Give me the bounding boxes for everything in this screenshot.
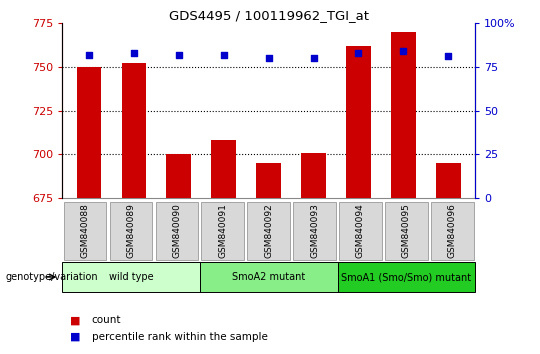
Text: GSM840089: GSM840089 — [126, 204, 136, 258]
Point — [219, 52, 228, 57]
Bar — [436, 163, 461, 198]
Text: genotype/variation: genotype/variation — [5, 272, 98, 282]
Text: GSM840092: GSM840092 — [264, 204, 273, 258]
Text: ■: ■ — [70, 315, 80, 325]
Text: GSM840090: GSM840090 — [172, 204, 181, 258]
Point — [399, 48, 408, 54]
Text: GSM840096: GSM840096 — [448, 204, 457, 258]
Point — [265, 55, 273, 61]
Text: wild type: wild type — [109, 272, 153, 282]
Point — [130, 50, 138, 56]
Text: SmoA1 (Smo/Smo) mutant: SmoA1 (Smo/Smo) mutant — [341, 272, 471, 282]
Point — [174, 52, 183, 57]
Bar — [122, 63, 146, 198]
Bar — [211, 141, 236, 198]
Bar — [301, 153, 326, 198]
Point — [354, 50, 363, 56]
Title: GDS4495 / 100119962_TGI_at: GDS4495 / 100119962_TGI_at — [168, 9, 369, 22]
Bar — [77, 67, 102, 198]
Text: count: count — [92, 315, 122, 325]
Text: GSM840093: GSM840093 — [310, 204, 319, 258]
Text: ■: ■ — [70, 332, 80, 342]
Text: percentile rank within the sample: percentile rank within the sample — [92, 332, 268, 342]
Text: GSM840095: GSM840095 — [402, 204, 411, 258]
Point — [444, 53, 453, 59]
Bar — [256, 163, 281, 198]
Bar — [391, 32, 416, 198]
Point — [309, 55, 318, 61]
Bar — [346, 46, 371, 198]
Text: GSM840091: GSM840091 — [218, 204, 227, 258]
Text: SmoA2 mutant: SmoA2 mutant — [232, 272, 305, 282]
Text: GSM840088: GSM840088 — [80, 204, 90, 258]
Bar — [166, 154, 191, 198]
Text: GSM840094: GSM840094 — [356, 204, 365, 258]
Point — [85, 52, 93, 57]
